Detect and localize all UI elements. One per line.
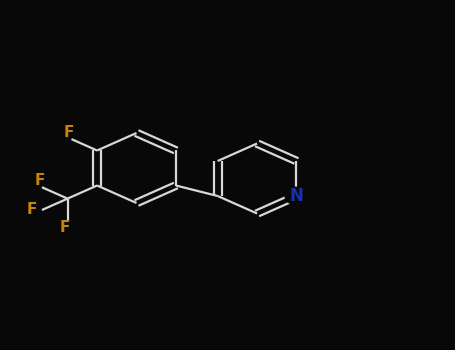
Text: F: F	[60, 220, 71, 235]
Circle shape	[285, 187, 308, 205]
Text: N: N	[289, 187, 303, 205]
Text: F: F	[64, 125, 75, 140]
Text: F: F	[27, 203, 37, 217]
Text: F: F	[35, 174, 45, 188]
